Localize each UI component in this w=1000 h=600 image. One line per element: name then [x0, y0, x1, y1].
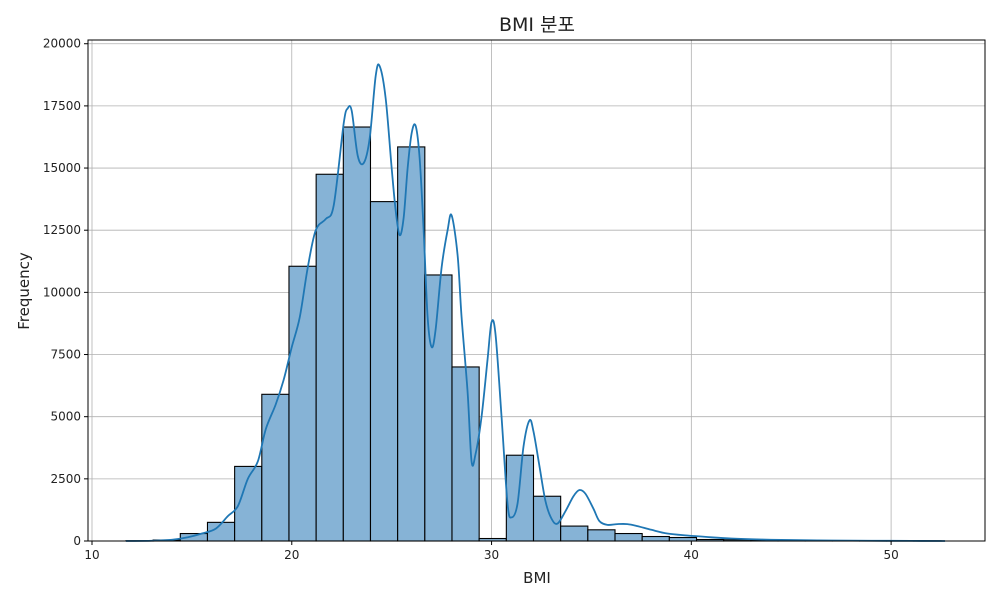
- histogram-bar: [288, 265, 317, 542]
- y-tick-label: 5000: [50, 410, 81, 424]
- histogram-bar: [668, 536, 698, 542]
- x-tick-label: 10: [84, 548, 99, 562]
- histogram-bar: [451, 366, 480, 542]
- histogram-bars: [125, 126, 942, 542]
- y-tick-label: 0: [73, 534, 81, 548]
- y-tick-label: 2500: [50, 472, 81, 486]
- x-tick-label: 40: [684, 548, 699, 562]
- histogram-bar: [641, 535, 670, 542]
- histogram-bar: [342, 126, 372, 542]
- kde-curve-layer: [125, 63, 946, 542]
- x-tick-label: 50: [883, 548, 898, 562]
- histogram-bar: [424, 274, 453, 542]
- y-axis-ticks: 0 2500 5000 7500 10000 12500 15000 17500 20000: [43, 37, 88, 548]
- histogram-bar: [532, 495, 562, 542]
- histogram-bar: [369, 201, 399, 542]
- kde-curve: [125, 63, 946, 542]
- y-tick-label: 10000: [43, 285, 81, 299]
- x-axis-ticks: 10 20 30 40 50: [84, 541, 899, 562]
- plot-frame: [87, 39, 986, 542]
- histogram-bar: [587, 529, 616, 542]
- y-tick-label: 15000: [43, 161, 81, 175]
- chart-title: BMI 분포: [499, 14, 575, 36]
- y-tick-label: 7500: [50, 348, 81, 362]
- y-axis-label: Frequency: [15, 252, 33, 330]
- x-axis-label: BMI: [523, 569, 551, 587]
- x-tick-label: 20: [284, 548, 299, 562]
- histogram-bar: [397, 146, 426, 542]
- y-tick-label: 17500: [43, 99, 81, 113]
- x-tick-label: 30: [484, 548, 499, 562]
- y-tick-label: 12500: [43, 223, 81, 237]
- histogram-bar: [206, 521, 236, 542]
- histogram-bar: [505, 454, 535, 542]
- histogram-bar: [560, 525, 589, 542]
- y-tick-label: 20000: [43, 37, 81, 51]
- grid-lines: [88, 40, 985, 542]
- histogram-bar: [614, 532, 643, 542]
- histogram-bar: [315, 173, 344, 542]
- histogram-bar: [261, 393, 290, 542]
